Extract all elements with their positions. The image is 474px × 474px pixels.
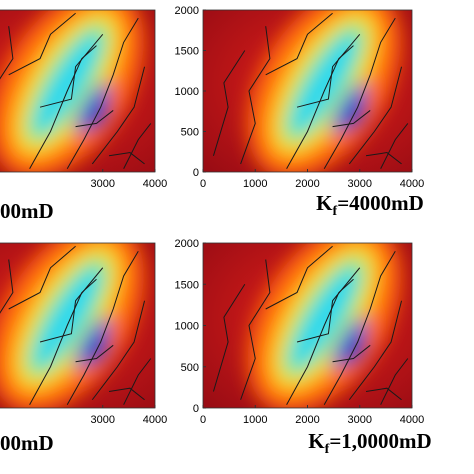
fracture	[108, 387, 145, 401]
fracture	[8, 12, 76, 76]
fracture	[365, 152, 402, 165]
caption: Kf=1,0000mD	[308, 429, 431, 457]
heatmap-image	[203, 243, 412, 408]
fracture	[332, 344, 371, 363]
panel: 3000 4000 00mD	[0, 9, 167, 223]
fracture	[39, 267, 104, 343]
x-tick-label: 4000	[143, 414, 167, 426]
y-tick-label: 2000	[175, 238, 199, 250]
fracture	[365, 387, 402, 401]
plot-frame	[0, 9, 156, 173]
fracture	[66, 250, 139, 405]
fracture	[0, 26, 14, 80]
y-tick-label: 2000	[175, 5, 199, 17]
panel: 3000 4000 00mD	[0, 242, 167, 455]
caption: 00mD	[0, 199, 54, 223]
fracture	[286, 278, 354, 405]
heatmap-image	[203, 10, 412, 172]
x-tick-label: 0	[200, 414, 206, 426]
x-tick-label: 3000	[348, 178, 372, 190]
y-tick-label: 500	[181, 127, 199, 139]
fracture	[75, 110, 114, 128]
x-tick-label: 1000	[243, 178, 267, 190]
x-tick-label: 4000	[143, 178, 167, 190]
y-tick-label: 500	[181, 362, 199, 374]
y-tick-label: 0	[193, 403, 199, 415]
plume-layer	[74, 82, 110, 135]
y-tick-label: 1500	[175, 279, 199, 291]
fracture	[380, 358, 409, 405]
fracture	[123, 358, 152, 405]
plume-layer	[289, 31, 359, 135]
fracture	[380, 123, 409, 169]
fracture	[8, 245, 76, 310]
fracture	[240, 26, 271, 165]
fracture	[123, 123, 152, 169]
panel: 0 1000 2000 3000 40000500100015002000Kf=4000…	[175, 5, 425, 219]
x-tick-label: 3000	[91, 178, 115, 190]
plume-layer	[289, 265, 359, 369]
heatmap-image	[0, 10, 155, 172]
fracture	[348, 300, 403, 401]
plume-layer	[74, 317, 110, 369]
plume-layer	[331, 82, 367, 135]
fracture	[265, 245, 333, 310]
fracture	[212, 283, 246, 392]
y-tick-label: 1500	[175, 46, 199, 58]
fracture	[323, 250, 396, 405]
caption-rest: =1,0000mD	[329, 429, 431, 453]
x-tick-label: 3000	[91, 414, 115, 426]
pressure-plume	[247, 10, 401, 172]
caption-subscript: f	[333, 204, 338, 219]
plume-layer	[32, 265, 102, 369]
fracture	[29, 45, 97, 170]
fracture	[265, 12, 333, 76]
heatmap-image	[0, 243, 155, 408]
x-tick-label: 1000	[243, 414, 267, 426]
x-tick-label: 4000	[400, 178, 424, 190]
fracture	[0, 259, 14, 314]
caption-main: K	[316, 191, 333, 215]
caption: Kf=4000mD	[316, 191, 424, 219]
fracture	[91, 66, 146, 165]
y-tick-label: 1000	[175, 321, 199, 333]
fracture	[212, 50, 246, 156]
x-tick-label: 2000	[295, 414, 319, 426]
fracture	[240, 259, 271, 400]
y-tick-label: 1000	[175, 86, 199, 98]
caption: 00mD	[0, 431, 54, 455]
fracture	[348, 66, 403, 165]
y-tick-label: 0	[193, 167, 199, 179]
x-tick-label: 2000	[295, 178, 319, 190]
fracture	[75, 344, 114, 363]
fracture	[29, 278, 97, 405]
x-tick-label: 0	[200, 178, 206, 190]
fracture	[91, 300, 146, 401]
fracture	[296, 267, 361, 343]
x-tick-label: 3000	[348, 414, 372, 426]
fracture	[108, 152, 145, 165]
x-tick-label: 4000	[400, 414, 424, 426]
caption-subscript: f	[325, 442, 330, 457]
caption-rest: =4000mD	[337, 191, 424, 215]
panel: 0 1000 2000 3000 4000 0 500 1000 1500 2000 Kf=1,00…	[175, 238, 432, 457]
plume-layer	[32, 31, 102, 135]
fracture	[332, 110, 371, 128]
plume-layer	[331, 317, 367, 369]
fracture	[323, 17, 396, 170]
fracture	[286, 45, 354, 170]
fracture	[66, 17, 139, 170]
plot-frame	[0, 242, 156, 409]
fracture	[39, 33, 104, 108]
fracture	[296, 33, 361, 108]
caption-main: K	[308, 429, 325, 453]
